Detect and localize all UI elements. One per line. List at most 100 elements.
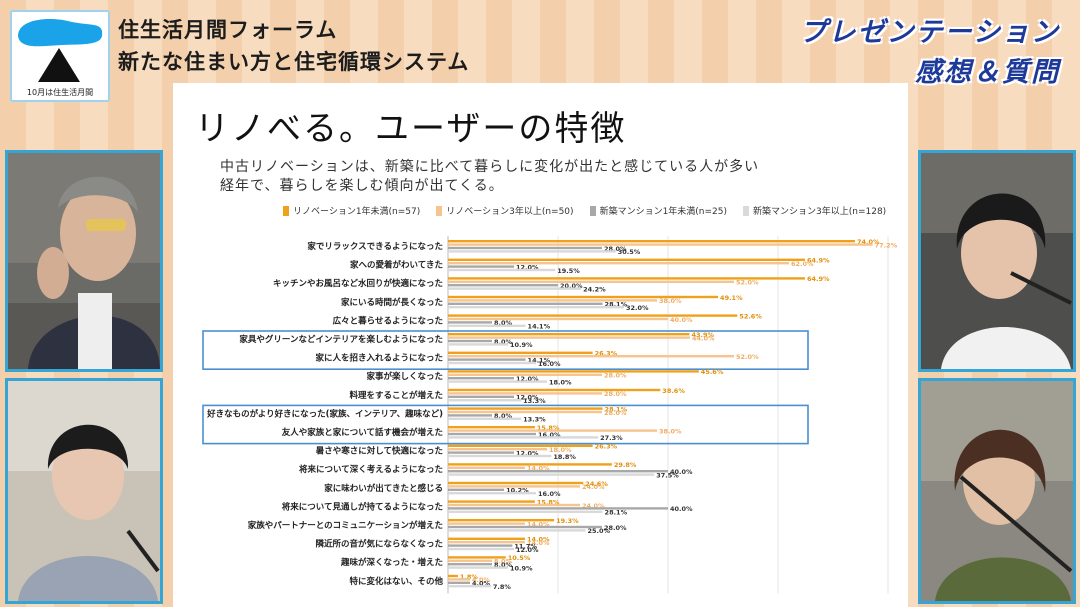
- participant-woman-image: [921, 153, 1073, 369]
- value-label: 12.0%: [516, 375, 539, 383]
- category-label: 家に味わいが出てきたと感じる: [324, 483, 443, 494]
- category-label: 家でリラックスできるようになった: [307, 241, 443, 252]
- bar: [448, 377, 514, 380]
- category-label: 友人や家族と家について話す機会が増えた: [281, 427, 443, 438]
- value-label: 14.1%: [528, 356, 551, 364]
- value-label: 28.1%: [605, 301, 628, 309]
- legend-swatch: [283, 205, 289, 216]
- value-label: 26.3%: [595, 350, 618, 358]
- bar: [448, 306, 624, 309]
- value-label: 1.8%: [460, 573, 479, 581]
- value-label: 18.8%: [553, 453, 576, 461]
- value-label: 10.2%: [506, 487, 529, 495]
- slide-subtitle-line-2: 経年で、暮らしを楽しむ傾向が出てくる。: [220, 178, 504, 194]
- value-label: 28.0%: [604, 372, 627, 380]
- value-label: 10.9%: [510, 564, 533, 572]
- value-label: 38.0%: [659, 427, 682, 435]
- value-label: 14.0%: [527, 539, 550, 547]
- value-label: 4.0%: [472, 580, 491, 588]
- bar: [448, 351, 593, 354]
- value-label: 18.0%: [549, 446, 572, 454]
- category-label: キッチンやお風呂など水回りが快適になった: [273, 278, 443, 289]
- participant-video-4: [918, 378, 1076, 604]
- value-label: 18.0%: [549, 378, 572, 386]
- program-title: 住生活月間フォーラム: [118, 18, 338, 42]
- bar: [448, 399, 522, 402]
- legend-item: 新築マンション3年以上(n=128): [743, 204, 886, 217]
- value-label: 15.8%: [537, 498, 560, 506]
- bar: [448, 407, 603, 410]
- participant-woman-image: [8, 381, 160, 601]
- category-label: 広々と暮らせるようになった: [333, 315, 443, 326]
- bar: [448, 432, 536, 436]
- value-label: 12.0%: [516, 394, 539, 402]
- participant-video-3: [918, 150, 1076, 372]
- bar: [448, 503, 580, 507]
- bar: [448, 410, 602, 414]
- value-label: 74.0%: [857, 238, 880, 246]
- value-label: 7.8%: [493, 583, 512, 591]
- segment-title: プレゼンテーション: [799, 17, 1060, 48]
- value-label: 62.0%: [791, 260, 814, 268]
- value-label: 10.5%: [508, 554, 531, 562]
- value-label: 20.0%: [560, 282, 583, 290]
- value-label: 40.0%: [670, 316, 693, 324]
- value-label: 28.1%: [605, 509, 628, 517]
- slide-subtitle-line-1: 中古リノベーションは、新築に比べて暮らしに変化が出たと感じている人が多い: [220, 159, 760, 175]
- value-label: 8.0%: [494, 558, 513, 566]
- value-label: 32.0%: [626, 304, 649, 312]
- category-label: 家具やグリーンなどインテリアを楽しむようになった: [239, 334, 443, 345]
- bar: [448, 559, 492, 562]
- bar: [448, 388, 661, 392]
- bar: [448, 578, 470, 581]
- bar: [448, 299, 657, 302]
- value-label: 64.9%: [807, 275, 830, 283]
- bar: [448, 563, 492, 566]
- program-subtitle: 新たな住まい方と住宅循環システム: [118, 50, 470, 74]
- bar: [448, 240, 855, 243]
- value-label: 12.0%: [516, 263, 539, 271]
- value-label: 8.0%: [494, 561, 513, 569]
- value-label: 24.0%: [582, 483, 605, 491]
- value-label: 45.6%: [701, 368, 724, 376]
- category-label: 家族やパートナーとのコミュニケーションが増えた: [248, 520, 443, 531]
- value-label: 52.0%: [736, 279, 759, 287]
- value-label: 16.0%: [538, 360, 561, 368]
- bar: [448, 581, 470, 584]
- legend-swatch: [589, 205, 596, 216]
- value-label: 8.0%: [494, 412, 513, 420]
- category-label: 家事が楽しくなった: [366, 371, 443, 382]
- bar: [448, 265, 514, 268]
- legend-item: 新築マンション1年未満(n=25): [589, 204, 728, 217]
- bar: [448, 522, 525, 525]
- legend-item: リノベーション3年以上(n=50): [436, 204, 574, 217]
- value-label: 30.5%: [618, 248, 641, 256]
- legend-label: リノベーション3年以上(n=50): [446, 207, 574, 217]
- bar: [448, 277, 805, 280]
- value-label: 8.0%: [494, 338, 513, 346]
- value-label: 13.3%: [523, 416, 546, 424]
- bar: [448, 246, 602, 250]
- legend-label: 新築マンション1年未満(n=25): [599, 207, 728, 217]
- value-label: 19.5%: [557, 267, 580, 275]
- logo-mark-icon: [18, 18, 103, 82]
- bar: [448, 287, 582, 290]
- bar: [448, 317, 668, 321]
- bar: [448, 343, 508, 346]
- bar: [448, 361, 536, 365]
- bar: [448, 262, 789, 265]
- highlight-box: [202, 404, 809, 445]
- bar: [448, 444, 593, 447]
- value-label: 24.2%: [583, 285, 606, 293]
- bar: [448, 395, 514, 398]
- bar: [448, 574, 458, 578]
- value-label: 52.0%: [736, 353, 759, 361]
- category-label: 暑さや寒さに対して快適になった: [315, 446, 443, 457]
- bar: [448, 488, 505, 491]
- event-logo: 10月は住生活月間: [10, 10, 110, 102]
- bar: [448, 336, 690, 339]
- legend-label: 新築マンション3年以上(n=128): [753, 207, 887, 217]
- bar: [448, 333, 690, 336]
- bar: [448, 370, 699, 373]
- value-label: 13.3%: [523, 397, 546, 405]
